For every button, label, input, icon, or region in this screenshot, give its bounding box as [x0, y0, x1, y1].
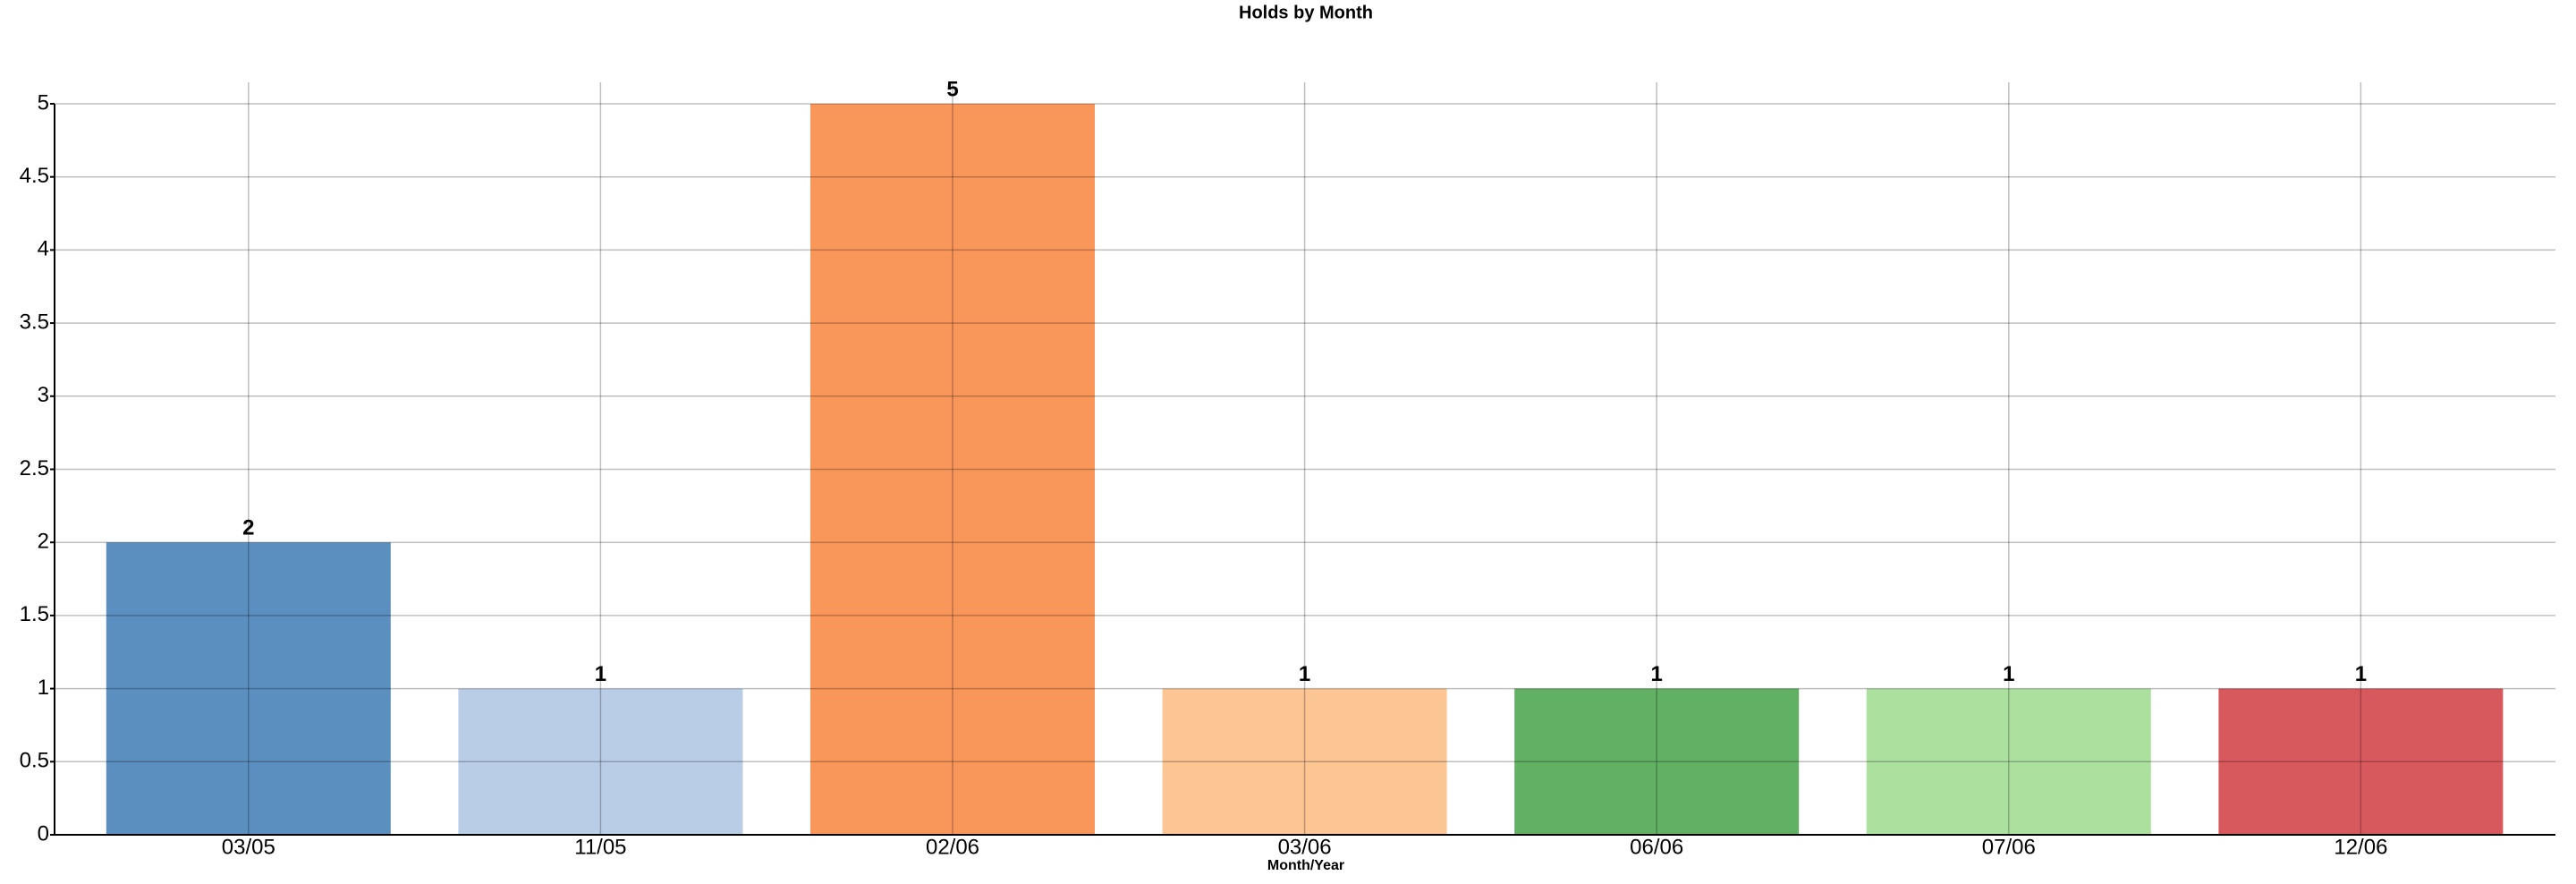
bar: [810, 104, 1095, 835]
data-label: 2: [242, 516, 254, 540]
bar: [106, 542, 391, 835]
x-tick-label: 06/06: [1630, 835, 1683, 859]
data-label: 1: [2003, 662, 2014, 686]
bar: [1514, 688, 1800, 835]
bars: [106, 104, 2504, 835]
x-tick-label: 12/06: [2334, 835, 2387, 859]
bar: [2218, 688, 2504, 835]
x-tick-label: 07/06: [1982, 835, 2036, 859]
bar: [1866, 688, 2151, 835]
x-tick-label: 11/05: [574, 835, 626, 859]
y-tick-label: 4: [38, 237, 49, 261]
data-label: 5: [946, 77, 958, 101]
x-axis-title: Month/Year: [1267, 858, 1344, 873]
y-tick-label: 1: [38, 676, 49, 700]
bar: [458, 688, 743, 835]
data-label: 1: [2355, 662, 2367, 686]
y-tick-label: 0.5: [20, 749, 49, 773]
bar: [1162, 688, 1447, 835]
data-label: 1: [595, 662, 606, 686]
y-tick-label: 0: [38, 821, 49, 846]
overlay: 0 0.5 1 1.5 2 2.5 3 3.5 4 4.5 5 03/05 2 11/05 1 02/06 5 0…: [20, 77, 2555, 859]
y-tick-label: 5: [38, 90, 49, 115]
y-tick-label: 2.5: [20, 456, 49, 480]
y-tick-label: 4.5: [20, 164, 49, 188]
y-tick-label: 2: [38, 530, 49, 554]
y-tick-label: 3.5: [20, 310, 49, 334]
y-tick-label: 3: [38, 383, 49, 407]
data-label: 1: [1651, 662, 1663, 686]
x-tick-label: 03/05: [222, 835, 275, 859]
chart-title: Holds by Month: [1239, 3, 1373, 22]
x-tick-label: 02/06: [926, 835, 979, 859]
x-tick-label: 03/06: [1278, 835, 1332, 859]
y-tick-label: 1.5: [20, 602, 49, 626]
data-label: 1: [1299, 662, 1310, 686]
